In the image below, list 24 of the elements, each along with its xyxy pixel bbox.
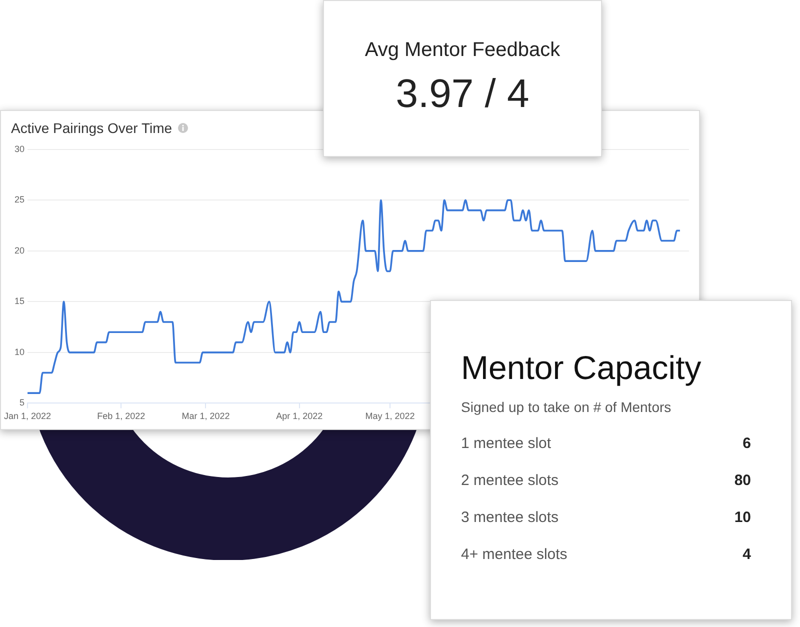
text: Avg Mentor Feedback — [364, 39, 562, 62]
data-label: 6 — [742, 435, 751, 452]
category-label: 2 mentee slots — [461, 472, 559, 489]
y-tick-label: 30 — [14, 144, 25, 154]
x-tick-label: Mar 1, 2022 — [182, 411, 230, 422]
text: Mentor Capacity — [461, 349, 702, 387]
data-label: 10 — [734, 509, 751, 526]
chart-title: Active Pairings Over Time — [11, 120, 174, 136]
category-label: 3 mentee slots — [461, 509, 559, 526]
data-label: 4 — [742, 546, 751, 563]
y-tick-label: 5 — [20, 398, 25, 408]
y-tick-label: 15 — [14, 296, 25, 306]
x-tick-label: Jan 1, 2022 — [4, 411, 52, 422]
text: 3.97 / 4 — [394, 72, 530, 117]
data-label: 80 — [734, 472, 751, 489]
x-tick-label: Feb 1, 2022 — [97, 411, 146, 422]
y-tick-label: 10 — [14, 346, 25, 357]
x-tick-label: May 1, 2022 — [365, 411, 415, 422]
category-label: 4+ mentee slots — [461, 546, 568, 563]
y-tick-label: 25 — [14, 194, 25, 205]
category-label: 1 mentee slot — [461, 435, 552, 452]
text: Signed up to take on # of Mentors — [461, 399, 672, 415]
x-tick-label: Apr 1, 2022 — [276, 411, 323, 422]
y-tick-label: 20 — [14, 245, 25, 256]
